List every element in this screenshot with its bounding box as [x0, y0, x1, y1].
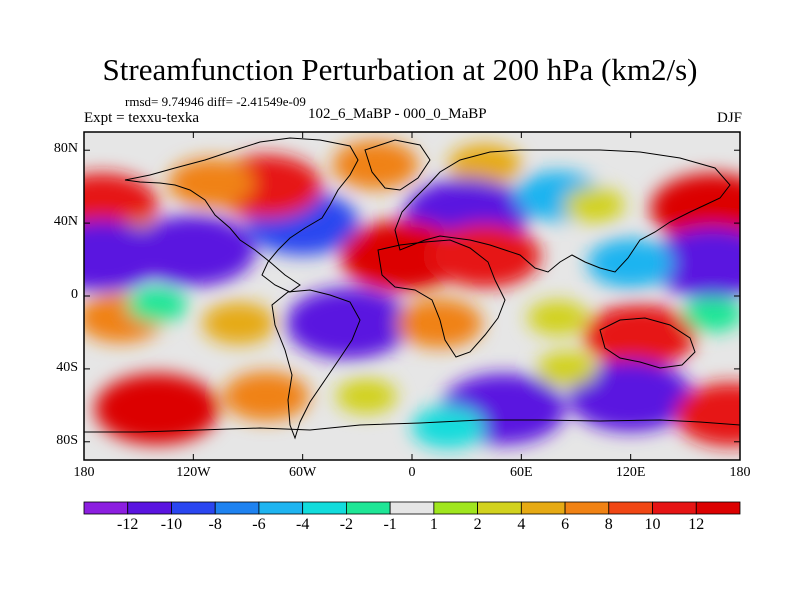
colorbar-label: -8: [208, 516, 222, 533]
lon-label: 60W: [289, 465, 317, 480]
lon-label: 0: [408, 465, 416, 480]
axis-ticks: [83, 132, 741, 460]
field-anomaly-16: [587, 238, 674, 288]
colorbar-label: 10: [644, 516, 661, 533]
lat-label: 40S: [56, 359, 78, 375]
figure-title: Streamfunction Perturbation at 200 hPa (…: [102, 52, 698, 87]
colorbar-swatch: [171, 501, 216, 515]
colorbar-label: -2: [339, 516, 354, 533]
field-anomaly-13: [563, 187, 625, 223]
lat-label: 40N: [53, 214, 78, 230]
colorbar-swatch: [258, 501, 304, 515]
lon-label: 120W: [176, 465, 211, 480]
colorbar-label: -10: [160, 516, 183, 533]
field-anomaly-20: [202, 302, 276, 345]
colorbar-swatch: [520, 501, 566, 515]
field-anomaly-6: [168, 158, 255, 208]
colorbar-swatch: [83, 501, 129, 515]
coastlines: [84, 137, 740, 440]
season-label: DJF: [716, 110, 742, 126]
contour-field: [84, 132, 740, 460]
field-anomaly-8: [448, 143, 522, 186]
field-anomaly-32: [536, 351, 598, 387]
colorbar-swatch: [608, 501, 653, 515]
colorbar-label: -4: [295, 516, 310, 533]
field-anomaly-22: [396, 298, 483, 349]
colorbar-swatch: [214, 501, 260, 515]
colorbar-label: -1: [383, 516, 397, 533]
coastline-greenland: [364, 139, 431, 191]
colorbar-label: 1: [429, 516, 438, 533]
colorbar: [83, 501, 741, 515]
comparison-label: 102_6_MaBP - 000_0_MaBP: [308, 106, 487, 122]
field-anomaly-30: [411, 406, 486, 449]
field-anomaly-31: [674, 382, 740, 447]
field-anomaly-26: [94, 373, 220, 445]
field-anomaly-12: [428, 223, 541, 288]
field-anomaly-27: [223, 371, 310, 422]
colorbar-swatch: [433, 501, 479, 515]
colorbar-swatch: [127, 501, 172, 515]
colorbar-swatch: [477, 501, 522, 515]
colorbar-label: -6: [252, 516, 266, 533]
coastline-south-america: [271, 289, 361, 440]
coastline-north-america: [124, 137, 359, 293]
colorbar-label: 8: [604, 516, 613, 533]
lon-label: 180: [73, 465, 95, 480]
field-anomaly-25: [682, 296, 740, 332]
field-anomaly-3: [130, 214, 256, 287]
lon-label: 180: [729, 465, 751, 480]
coastline-africa: [377, 239, 506, 358]
field-anomaly-23: [527, 300, 589, 336]
colorbar-swatch: [564, 501, 610, 515]
colorbar-label: 2: [473, 516, 482, 533]
field-anomaly-21: [336, 378, 397, 414]
coastline-antarctica: [84, 419, 740, 433]
field-anomaly-11: [340, 220, 466, 292]
field-anomaly-18: [126, 287, 188, 323]
field-anomaly-14: [650, 172, 740, 245]
field-anomaly-24: [583, 304, 696, 369]
experiment-label: Expt = texxu-texka: [84, 110, 200, 126]
lon-label: 120E: [615, 465, 646, 480]
colorbar-swatch: [389, 501, 435, 515]
colorbar-label: 6: [561, 516, 570, 533]
stats-line: rmsd= 9.74946 diff= -2.41549e-09: [125, 94, 306, 109]
coastline-eurasia: [394, 149, 731, 273]
field-anomaly-7: [332, 140, 419, 190]
lat-label: 80N: [53, 141, 78, 157]
coastline-australia: [599, 317, 696, 369]
colorbar-swatch: [345, 501, 391, 515]
field-anomaly-15: [650, 227, 740, 299]
colorbar-swatch: [652, 501, 697, 515]
field-anomaly-19: [285, 287, 411, 359]
colorbar-label: 12: [688, 516, 705, 533]
colorbar-swatch: [695, 501, 741, 515]
lat-label: 0: [71, 287, 78, 302]
colorbar-swatch: [302, 501, 347, 515]
field-anomaly-29: [568, 360, 694, 432]
colorbar-label: -12: [117, 516, 139, 533]
lat-label: 80S: [56, 432, 78, 448]
colorbar-label: 4: [517, 516, 526, 533]
lon-label: 60E: [510, 465, 533, 480]
